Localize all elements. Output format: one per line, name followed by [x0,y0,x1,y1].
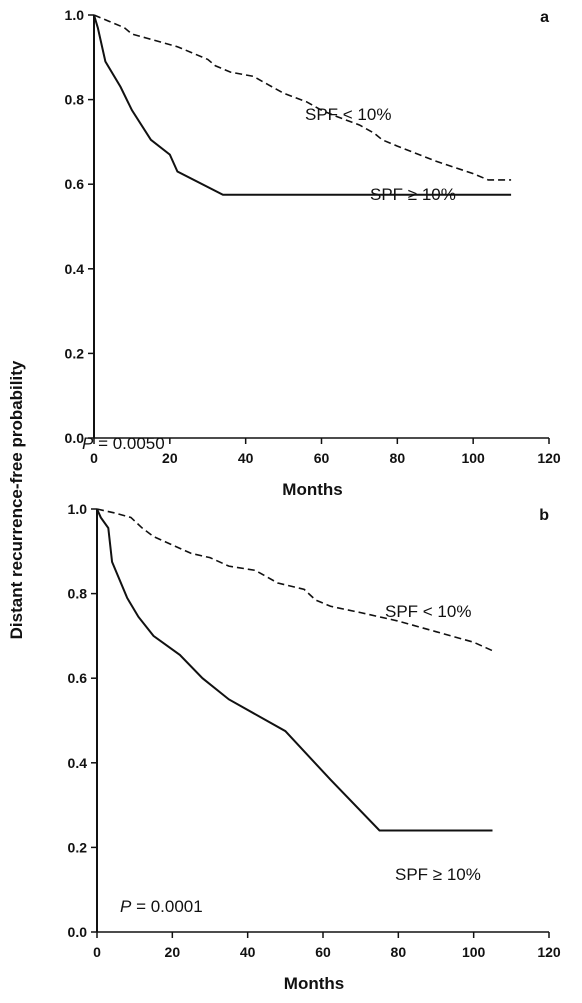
y-axis-label: Distant recurrence-free probability [7,360,26,639]
x-tick-label: 40 [240,944,256,960]
panel-b: 0 20 40 60 80 100 120 0.0 0.2 0.4 0.6 0.8 1.0 Months b… [68,501,561,993]
p-value-symbol: P [82,434,94,453]
x-axis-label: Months [284,974,344,993]
x-tick-label: 120 [537,944,561,960]
series-label: SPF ≥ 10% [370,185,456,204]
p-value-annotation: P = 0.0001 [120,897,203,916]
series-line-spf-low [96,508,493,652]
x-tick-label: 40 [238,450,254,466]
y-tick-label: 1.0 [65,7,85,23]
y-tick-label: 0.6 [65,176,85,192]
series-line-spf-low [93,14,512,181]
x-tick-label: 60 [314,450,330,466]
p-value-text: = 0.0050 [93,434,164,453]
y-tick-label: 1.0 [68,501,88,517]
p-value-symbol: P [120,897,132,916]
x-tick-label: 120 [537,450,561,466]
series-label: SPF ≥ 10% [395,865,481,884]
panel-letter: a [540,9,549,26]
series-label: SPF < 10% [385,602,471,621]
p-value-text: = 0.0001 [131,897,202,916]
series-line-spf-high [96,508,493,832]
y-tick-label: 0.4 [65,261,85,277]
x-tick-label: 20 [162,450,178,466]
x-tick-label: 0 [90,450,98,466]
y-tick-label: 0.6 [68,670,88,686]
x-tick-label: 80 [390,450,406,466]
y-tick-label: 0.0 [65,430,85,446]
y-tick-label: 0.8 [68,586,88,602]
x-tick-label: 60 [315,944,331,960]
panel-a: 0 20 40 60 80 100 120 0.0 0.2 0.4 0.6 0.8 1.0 Months a… [65,7,561,499]
panel-letter: b [539,507,549,524]
y-tick-label: 0.2 [65,345,85,361]
series-label: SPF < 10% [305,105,391,124]
x-tick-label: 20 [165,944,181,960]
x-tick-label: 100 [461,450,485,466]
y-tick-label: 0.8 [65,92,85,108]
y-tick-label: 0.2 [68,839,88,855]
x-tick-label: 0 [93,944,101,960]
y-tick-label: 0.0 [68,924,88,940]
x-tick-label: 80 [391,944,407,960]
p-value-annotation: P = 0.0050 [82,434,165,453]
y-tick-label: 0.4 [68,755,88,771]
x-axis-label: Months [282,480,342,499]
series-line-spf-high [93,14,512,196]
x-tick-label: 100 [462,944,486,960]
